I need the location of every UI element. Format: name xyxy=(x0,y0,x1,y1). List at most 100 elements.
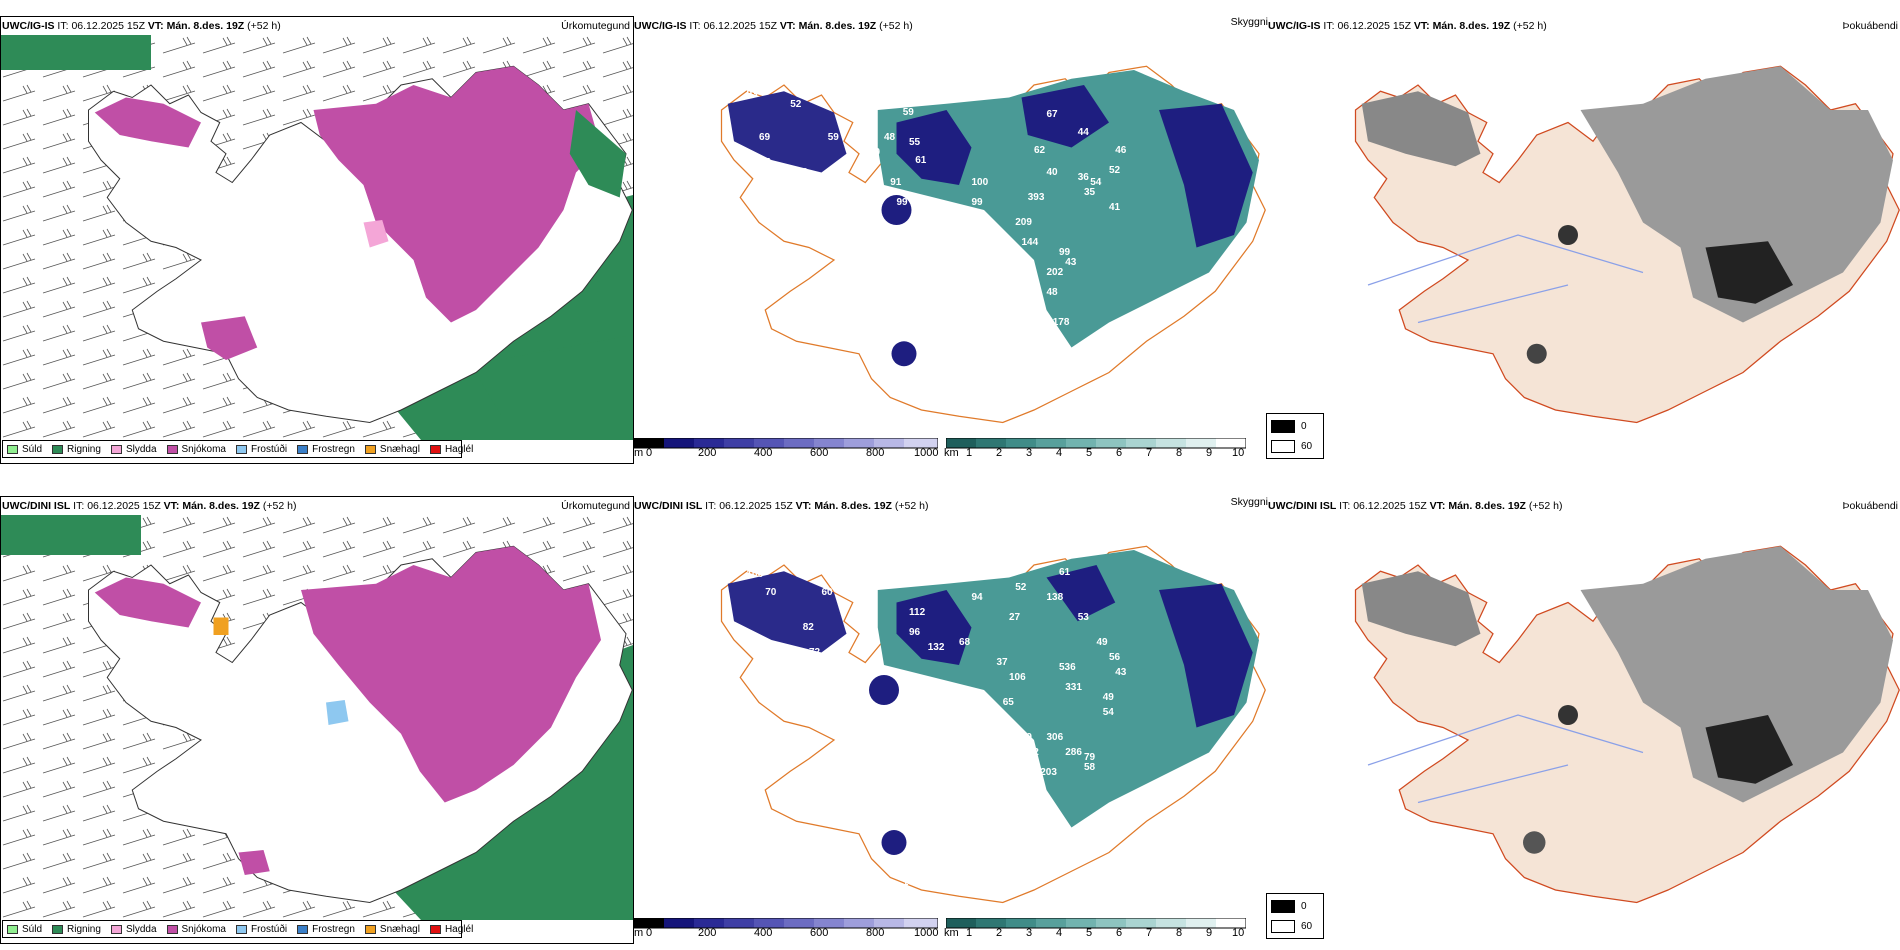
visibility-value-label: 57 xyxy=(953,717,965,728)
panel-title: Þokuábendi xyxy=(1842,20,1898,32)
visibility-value-label: 77 xyxy=(759,157,771,168)
visibility-value-label: 14 xyxy=(903,877,915,888)
visibility-value-label: 49 xyxy=(1103,692,1115,703)
visibility-value-label: 89 xyxy=(984,737,996,748)
visibility-value-label: 79 xyxy=(1084,752,1096,763)
visibility-value-label: 69 xyxy=(759,132,771,143)
visibility-value-label: 58 xyxy=(1084,762,1096,773)
map-frame xyxy=(0,16,634,464)
visibility-value-label: 132 xyxy=(928,642,945,653)
visibility-value-label: 61 xyxy=(915,155,927,166)
panel-header: UWC/DINI ISL IT: 06.12.2025 15Z VT: Mán.… xyxy=(634,500,929,512)
visibility-value-label: 94 xyxy=(972,592,984,603)
visibility-value-label: 53 xyxy=(1078,612,1090,623)
visibility-value-label: 12 xyxy=(915,397,927,408)
visibility-value-label: 67 xyxy=(1047,109,1059,120)
visibility-value-label: 185 xyxy=(1028,782,1045,793)
visibility-colorbar xyxy=(946,438,1246,449)
height-colorbar xyxy=(634,918,938,929)
visibility-value-label: 99 xyxy=(1059,247,1071,258)
legend-item: Frostregn xyxy=(297,444,355,455)
visibility-value-label: 125 xyxy=(965,262,982,273)
legend-item: Haglél xyxy=(429,924,473,935)
visibility-value-label: 92 xyxy=(1028,747,1040,758)
legend-item: Snæhagl xyxy=(364,444,420,455)
visibility-panel-top: UWC/IG-IS IT: 06.12.2025 15Z VT: Mán. 8.… xyxy=(634,16,1268,459)
visibility-value-label: 20 xyxy=(947,752,959,763)
fog-map xyxy=(1354,545,1900,904)
visibility-value-label: 112 xyxy=(909,607,926,618)
visibility-value-label: 99 xyxy=(897,197,909,208)
visibility-value-label: 54 xyxy=(1103,707,1115,718)
precip-panel-top: UWC/IG-IS IT: 06.12.2025 15Z VT: Mán. 8.… xyxy=(0,12,634,464)
legend-item: Snæhagl xyxy=(364,924,420,935)
legend-item: Súld xyxy=(7,444,42,455)
visibility-value-label: 145 xyxy=(1009,367,1026,378)
visibility-value-label: 91 xyxy=(890,177,902,188)
legend-item: Slydda xyxy=(110,444,157,455)
visibility-value-label: 99 xyxy=(972,197,984,208)
legend-item: Súld xyxy=(7,924,42,935)
fog-panel-top: UWC/IG-IS IT: 06.12.2025 15Z VT: Mán. 8.… xyxy=(1268,12,1900,464)
visibility-value-label: 54 xyxy=(1090,177,1102,188)
visibility-value-label: 30 xyxy=(922,902,934,913)
visibility-value-label: 68 xyxy=(959,637,971,648)
visibility-value-label: 27 xyxy=(1009,612,1021,623)
precip-legend: Súld Rigning Slydda Snjókoma Frostúði Fr… xyxy=(2,920,473,938)
visibility-value-label: 70 xyxy=(765,587,777,598)
fog-legend: 0 60 xyxy=(1266,413,1324,459)
visibility-value-label: 43 xyxy=(1115,667,1127,678)
panel-header: UWC/IG-IS IT: 06.12.2025 15Z VT: Mán. 8.… xyxy=(634,20,913,32)
visibility-value-label: 52 xyxy=(790,99,802,110)
panel-title: Skyggni xyxy=(1230,496,1268,508)
visibility-value-label: 10 xyxy=(922,252,934,263)
visibility-value-label: 59 xyxy=(903,107,915,118)
legend-item: Snjókoma xyxy=(166,444,226,455)
visibility-value-label: 331 xyxy=(1065,682,1082,693)
legend-item: Rigning xyxy=(52,444,101,455)
visibility-value-label: 159 xyxy=(1015,732,1032,743)
precip-legend: Súld Rigning Slydda Snjókoma Frostúði Fr… xyxy=(2,440,473,458)
visibility-value-label: 60 xyxy=(822,587,834,598)
visibility-value-label: 135 xyxy=(1022,822,1039,833)
visibility-value-label: 450 xyxy=(922,277,939,288)
panel-header: UWC/DINI ISL IT: 06.12.2025 15Z VT: Mán.… xyxy=(2,500,297,512)
legend-item: Snjókoma xyxy=(166,924,226,935)
legend-item: Slydda xyxy=(110,924,157,935)
visibility-value-label: 106 xyxy=(1009,672,1026,683)
visibility-value-label: 178 xyxy=(1053,317,1070,328)
visibility-value-label: 94 xyxy=(934,207,946,218)
visibility-value-label: 209 xyxy=(1015,217,1032,228)
visibility-value-label: 80 xyxy=(869,147,881,158)
visibility-value-label: 138 xyxy=(1047,592,1064,603)
map-frame xyxy=(0,496,634,944)
visibility-value-label: 248 xyxy=(1009,262,1026,273)
visibility-value-label: 59 xyxy=(828,132,840,143)
fog-map xyxy=(1354,65,1900,424)
visibility-value-label: 393 xyxy=(1028,192,1045,203)
visibility-value-label: 836 xyxy=(940,697,957,708)
visibility-value-label: 48 xyxy=(884,132,896,143)
visibility-value-label: 43 xyxy=(1065,257,1077,268)
panel-title: Úrkomutegund xyxy=(561,20,630,32)
visibility-value-label: 100 xyxy=(972,177,989,188)
visibility-value-label: 36 xyxy=(1078,172,1090,183)
legend-item: Frostregn xyxy=(297,924,355,935)
visibility-value-label: 82 xyxy=(803,622,815,633)
legend-item: Frostúði xyxy=(235,444,287,455)
visibility-value-label: 250 xyxy=(1022,792,1039,803)
visibility-value-label: 40 xyxy=(1047,167,1059,178)
visibility-value-label: 144 xyxy=(1022,237,1039,248)
visibility-value-label: 48 xyxy=(1047,287,1059,298)
visibility-value-label: 65 xyxy=(1003,697,1015,708)
visibility-value-label: 44 xyxy=(1078,127,1090,138)
visibility-value-label: 60 xyxy=(972,252,984,263)
fog-legend: 0 60 xyxy=(1266,893,1324,939)
panel-title: Úrkomutegund xyxy=(561,500,630,512)
visibility-panel-bottom: UWC/DINI ISL IT: 06.12.2025 15Z VT: Mán.… xyxy=(634,496,1268,939)
visibility-value-label: 536 xyxy=(1059,662,1076,673)
visibility-value-label: 35 xyxy=(1084,187,1096,198)
visibility-value-label: 32 xyxy=(797,197,809,208)
visibility-value-label: 62 xyxy=(1034,145,1046,156)
